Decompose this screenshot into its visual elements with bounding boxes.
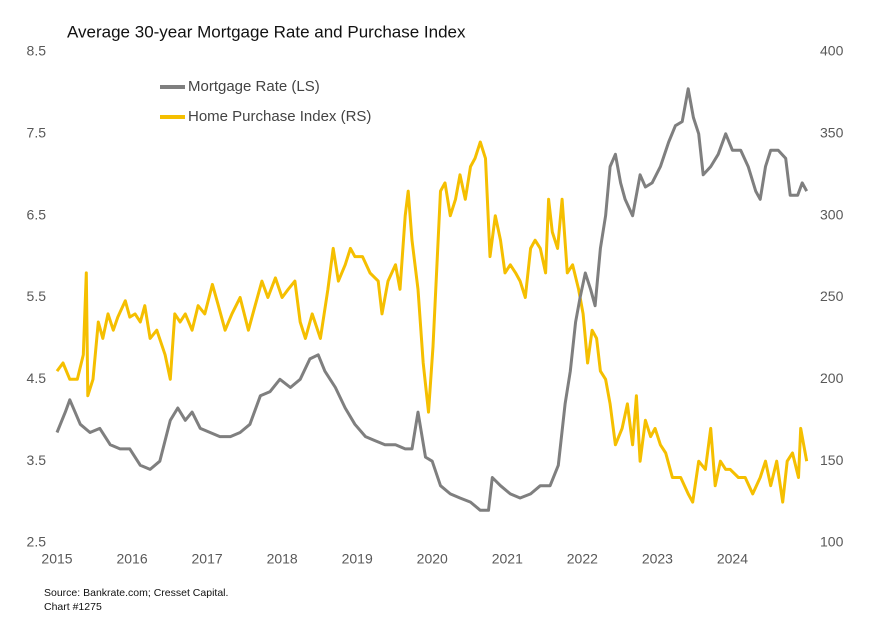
source-note: Source: Bankrate.com; Cresset Capital. [44, 587, 228, 599]
y2-tick-label: 400 [820, 43, 844, 59]
y-tick-label: 6.5 [27, 206, 47, 222]
x-tick-label: 2023 [642, 551, 673, 567]
y-tick-label: 2.5 [27, 534, 47, 550]
chart-id: Chart #1275 [44, 601, 102, 613]
series-line [55, 87, 809, 512]
y-tick-label: 4.5 [27, 370, 47, 386]
legend-label: Mortgage Rate (LS) [188, 78, 320, 95]
y2-tick-label: 200 [820, 370, 844, 386]
x-tick-label: 2015 [41, 551, 72, 567]
x-tick-label: 2016 [116, 551, 147, 567]
x-tick-label: 2018 [267, 551, 298, 567]
series-line [55, 140, 809, 504]
y-tick-label: 7.5 [27, 125, 47, 141]
x-tick-label: 2024 [717, 551, 748, 567]
y2-tick-label: 100 [820, 534, 844, 550]
y-tick-label: 3.5 [27, 452, 47, 468]
legend-label: Home Purchase Index (RS) [188, 108, 371, 125]
y2-tick-label: 350 [820, 125, 844, 141]
y-tick-label: 8.5 [27, 43, 47, 59]
x-tick-label: 2021 [492, 551, 523, 567]
y2-tick-label: 150 [820, 452, 844, 468]
x-tick-label: 2017 [192, 551, 223, 567]
x-tick-label: 2019 [342, 551, 373, 567]
y-tick-label: 5.5 [27, 288, 47, 304]
chart-title: Average 30-year Mortgage Rate and Purcha… [67, 22, 466, 41]
x-tick-label: 2022 [567, 551, 598, 567]
y2-tick-label: 300 [820, 206, 844, 222]
x-tick-label: 2020 [417, 551, 448, 567]
y2-tick-label: 250 [820, 288, 844, 304]
